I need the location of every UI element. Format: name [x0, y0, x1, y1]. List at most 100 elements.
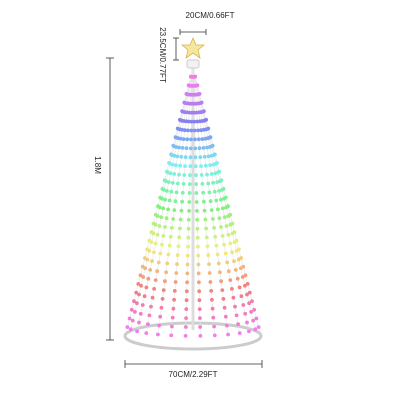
light-bulb: [224, 224, 229, 228]
light-bulb: [175, 181, 180, 186]
light-bulb: [223, 251, 228, 256]
light-bulb: [226, 332, 231, 337]
light-bulb: [218, 270, 222, 275]
light-bulb: [185, 280, 190, 285]
light-bulb: [208, 163, 213, 168]
light-bulb: [157, 323, 162, 328]
light-bulb: [167, 243, 172, 248]
light-bulb: [153, 278, 158, 282]
light-bulb: [256, 325, 261, 329]
light-bulb: [206, 181, 211, 186]
light-bulb: [157, 205, 162, 210]
light-bulb: [158, 251, 163, 256]
light-bulb: [169, 189, 174, 194]
light-bulb: [173, 280, 178, 284]
light-bulb: [198, 334, 203, 338]
light-bulb: [239, 256, 244, 260]
light-bulb: [195, 226, 200, 231]
light-bulb: [140, 303, 145, 307]
light-bulb: [187, 182, 192, 187]
light-bulb: [202, 154, 207, 159]
light-bulb: [183, 334, 188, 338]
light-bulb: [196, 262, 201, 267]
light-bulb: [219, 197, 223, 202]
light-bulb: [189, 128, 194, 133]
light-bulb: [219, 279, 224, 284]
light-bulb: [180, 146, 185, 150]
light-bulb: [206, 154, 211, 159]
light-bulb: [196, 253, 201, 258]
light-bulb: [185, 262, 190, 267]
light-bulb: [213, 234, 218, 239]
light-bulb: [150, 295, 155, 300]
light-bulb: [216, 207, 220, 212]
light-bulb: [138, 273, 143, 278]
light-bulb: [217, 169, 222, 174]
light-bulb: [204, 117, 209, 122]
light-bulb: [192, 128, 197, 133]
light-bulb: [222, 242, 227, 247]
light-bulb: [220, 206, 225, 211]
light-bulb: [234, 238, 239, 243]
light-bulb: [143, 266, 148, 271]
light-bulb: [226, 269, 231, 274]
light-bulb: [237, 331, 242, 335]
light-bulb: [201, 190, 206, 195]
light-bulb: [247, 301, 252, 306]
light-bulb: [163, 197, 168, 202]
light-bulb: [208, 280, 213, 284]
light-bulb: [210, 143, 215, 148]
light-bulb: [168, 234, 173, 239]
light-bulb: [197, 92, 202, 96]
light-bulb: [239, 294, 244, 299]
light-bulb: [144, 285, 149, 290]
light-bulb: [228, 241, 233, 246]
light-bulb: [183, 164, 187, 169]
light-bulb: [163, 279, 167, 284]
light-bulb: [216, 261, 221, 266]
light-bulb: [151, 231, 156, 236]
light-bulb: [205, 172, 209, 177]
light-bulb: [184, 325, 188, 329]
light-bulb: [243, 311, 248, 316]
light-bulb: [220, 234, 225, 238]
light-bulb: [181, 182, 186, 186]
light-bulb: [211, 181, 216, 185]
light-bulb: [158, 314, 163, 319]
light-bulb: [193, 74, 198, 79]
light-bulb: [212, 189, 217, 194]
light-bulb: [212, 324, 217, 329]
light-bulb: [130, 318, 135, 323]
light-bulb: [170, 181, 175, 185]
light-bulb: [160, 242, 164, 247]
light-bulb: [226, 232, 231, 237]
light-bulb: [232, 259, 236, 263]
light-bulb: [187, 200, 192, 204]
light-bulb: [194, 182, 199, 187]
light-bulb: [233, 304, 237, 309]
light-bulb: [142, 294, 147, 299]
light-bulb: [159, 215, 164, 220]
light-bulb: [179, 154, 184, 159]
light-bulb: [164, 270, 169, 275]
light-bulb: [207, 271, 212, 275]
light-bulb: [178, 217, 183, 222]
light-bulb: [243, 283, 247, 288]
light-bulb: [175, 262, 179, 266]
light-bulb: [128, 327, 133, 332]
light-bulb: [202, 109, 206, 114]
light-bulb: [187, 209, 192, 213]
light-bulb: [166, 180, 171, 185]
light-bulb: [125, 325, 130, 329]
light-bulb: [166, 252, 171, 257]
light-bulb: [249, 310, 254, 314]
light-bulb: [247, 290, 252, 295]
light-bulb: [188, 155, 193, 160]
light-bulb: [161, 206, 166, 211]
light-bulb: [197, 298, 202, 303]
tree-height-label: 1.8M: [93, 156, 102, 174]
light-bulb: [202, 199, 206, 204]
light-bulb: [208, 199, 213, 204]
light-bulb: [168, 171, 173, 176]
